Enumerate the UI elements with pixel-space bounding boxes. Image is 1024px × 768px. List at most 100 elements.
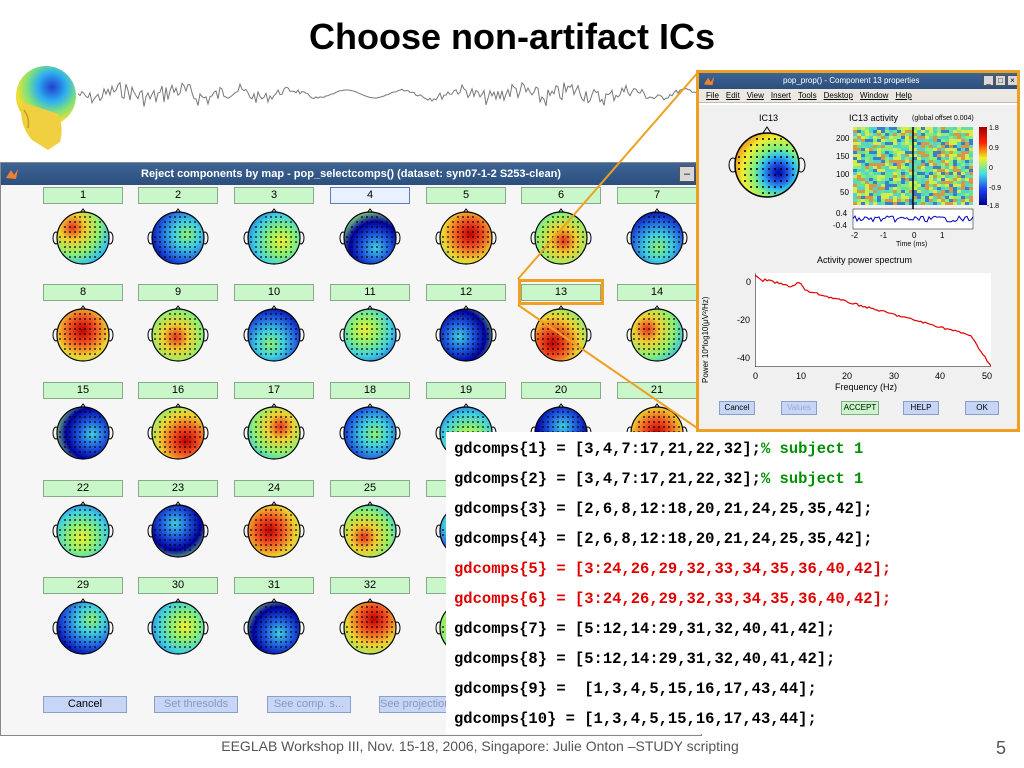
component-button-18[interactable]: 18 (330, 382, 410, 399)
scalp-map-thumbnail[interactable] (145, 402, 211, 462)
scalp-map-thumbnail[interactable] (337, 207, 403, 267)
minimize-icon[interactable]: _ (983, 75, 994, 86)
scalp-map-thumbnail[interactable] (433, 304, 499, 364)
menu-item[interactable]: View (746, 91, 764, 100)
maximize-icon[interactable]: □ (995, 75, 1006, 86)
component-button-21[interactable]: 21 (617, 382, 697, 399)
scalp-map-thumbnail[interactable] (528, 304, 594, 364)
matlab-logo-icon (6, 169, 18, 179)
properties-titlebar[interactable]: pop_prop() - Component 13 properties _ □… (699, 73, 1017, 89)
spectrum-plot (755, 273, 991, 367)
set-thresholds-button[interactable]: Set thresolds (154, 696, 238, 713)
prop-accept-button[interactable]: ACCEPT (841, 401, 879, 415)
code-line: gdcomps{3} = [2,6,8,12:18,20,21,24,25,35… (454, 500, 873, 518)
scalp-map-thumbnail[interactable] (241, 207, 307, 267)
component-properties-window: pop_prop() - Component 13 properties _ □… (696, 70, 1020, 432)
close-icon[interactable]: × (1007, 75, 1017, 86)
see-comp-stats-button[interactable]: See comp. s... (267, 696, 351, 713)
properties-menubar: File Edit View Insert Tools Desktop Window Help (699, 89, 1017, 103)
component-button-25[interactable]: 25 (330, 480, 410, 497)
component-button-15[interactable]: 15 (43, 382, 123, 399)
menu-item[interactable]: Window (859, 91, 889, 100)
component-button-9[interactable]: 9 (138, 284, 218, 301)
scalp-map-thumbnail[interactable] (337, 304, 403, 364)
component-button-10[interactable]: 10 (234, 284, 314, 301)
scalp-map-thumbnail[interactable] (145, 597, 211, 657)
component-button-23[interactable]: 23 (138, 480, 218, 497)
scalp-map-thumbnail[interactable] (145, 500, 211, 560)
prop-values-button[interactable]: Values (781, 401, 817, 415)
scalp-map-thumbnail[interactable] (624, 207, 690, 267)
component-button-20[interactable]: 20 (521, 382, 601, 399)
component-button-13[interactable]: 13 (521, 284, 601, 301)
cancel-button[interactable]: Cancel (43, 696, 127, 713)
code-line: gdcomps{6} = [3:24,26,29,32,33,34,35,36,… (454, 590, 891, 608)
prop-help-button[interactable]: HELP (903, 401, 939, 415)
scalp-map-title: IC13 (759, 113, 779, 123)
component-button-24[interactable]: 24 (234, 480, 314, 497)
component-button-29[interactable]: 29 (43, 577, 123, 594)
component-button-22[interactable]: 22 (43, 480, 123, 497)
scalp-map-thumbnail[interactable] (241, 402, 307, 462)
scalp-map-thumbnail[interactable] (241, 304, 307, 364)
time-xlabel: Time (ms) (896, 241, 928, 248)
scalp-map-thumbnail[interactable] (50, 500, 116, 560)
component-button-7[interactable]: 7 (617, 187, 697, 204)
component-button-11[interactable]: 11 (330, 284, 410, 301)
component-button-4[interactable]: 4 (330, 187, 410, 204)
component-button-12[interactable]: 12 (426, 284, 506, 301)
time-xtick: 1 (940, 231, 945, 240)
scalp-map-thumbnail[interactable] (241, 597, 307, 657)
spectrum-ytick: -20 (737, 315, 751, 325)
scalp-map-thumbnail[interactable] (337, 402, 403, 462)
menu-item[interactable]: Tools (797, 91, 817, 100)
prop-cancel-button[interactable]: Cancel (719, 401, 755, 415)
component-button-8[interactable]: 8 (43, 284, 123, 301)
activity-erpimage (852, 127, 987, 230)
scalp-map-thumbnail[interactable] (145, 304, 211, 364)
spectrum-xtick: 0 (753, 371, 759, 381)
component-button-16[interactable]: 16 (138, 382, 218, 399)
menu-item[interactable]: Desktop (823, 91, 853, 100)
component-button-6[interactable]: 6 (521, 187, 601, 204)
properties-content: IC13 IC13 activity (global offset 0.004) (699, 105, 1017, 429)
scalp-map-thumbnail[interactable] (50, 597, 116, 657)
prop-ok-button[interactable]: OK (965, 401, 999, 415)
scalp-map-thumbnail[interactable] (624, 304, 690, 364)
component-button-2[interactable]: 2 (138, 187, 218, 204)
erp-ytick: 200 (836, 134, 850, 143)
menu-item[interactable]: Help (895, 91, 912, 100)
component-button-17[interactable]: 17 (234, 382, 314, 399)
component-button-3[interactable]: 3 (234, 187, 314, 204)
component-button-5[interactable]: 5 (426, 187, 506, 204)
component-button-32[interactable]: 32 (330, 577, 410, 594)
scalp-map-thumbnail[interactable] (50, 207, 116, 267)
see-projection-button[interactable]: See projection (379, 696, 449, 713)
colorbar-tick: 0.9 (989, 145, 999, 152)
component-button-30[interactable]: 30 (138, 577, 218, 594)
component-button-1[interactable]: 1 (43, 187, 123, 204)
spectrum-ytick: -40 (737, 353, 751, 363)
scalp-map-thumbnail[interactable] (50, 304, 116, 364)
time-xtick: -2 (851, 231, 859, 240)
selectcomps-titlebar[interactable]: Reject components by map - pop_selectcom… (1, 163, 701, 185)
scalp-map-thumbnail[interactable] (241, 500, 307, 560)
scalp-map-thumbnail[interactable] (337, 500, 403, 560)
code-comment: % subject 1 (760, 470, 864, 488)
scalp-map-thumbnail[interactable] (433, 207, 499, 267)
menu-item[interactable]: Edit (725, 91, 740, 100)
component-button-14[interactable]: 14 (617, 284, 697, 301)
component-button-31[interactable]: 31 (234, 577, 314, 594)
scalp-map-thumbnail[interactable] (528, 207, 594, 267)
scalp-map-thumbnail[interactable] (145, 207, 211, 267)
code-text: gdcomps{10} = [1,3,4,5,15,16,17,43,44]; (454, 710, 817, 728)
page-number: 5 (995, 738, 1006, 758)
scalp-map-thumbnail[interactable] (50, 402, 116, 462)
erp-lower-ytick: 0.4 (836, 209, 848, 218)
scalp-map-thumbnail[interactable] (337, 597, 403, 657)
code-text: gdcomps{1} = [3,4,7:17,21,22,32]; (454, 440, 761, 458)
menu-item[interactable]: Insert (770, 91, 791, 100)
minimize-button[interactable]: – (679, 166, 695, 182)
menu-item[interactable]: File (706, 91, 719, 100)
component-button-19[interactable]: 19 (426, 382, 506, 399)
